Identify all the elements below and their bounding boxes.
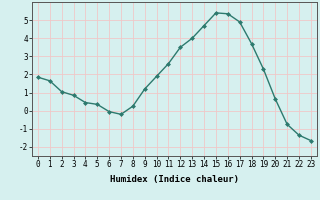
X-axis label: Humidex (Indice chaleur): Humidex (Indice chaleur) <box>110 175 239 184</box>
